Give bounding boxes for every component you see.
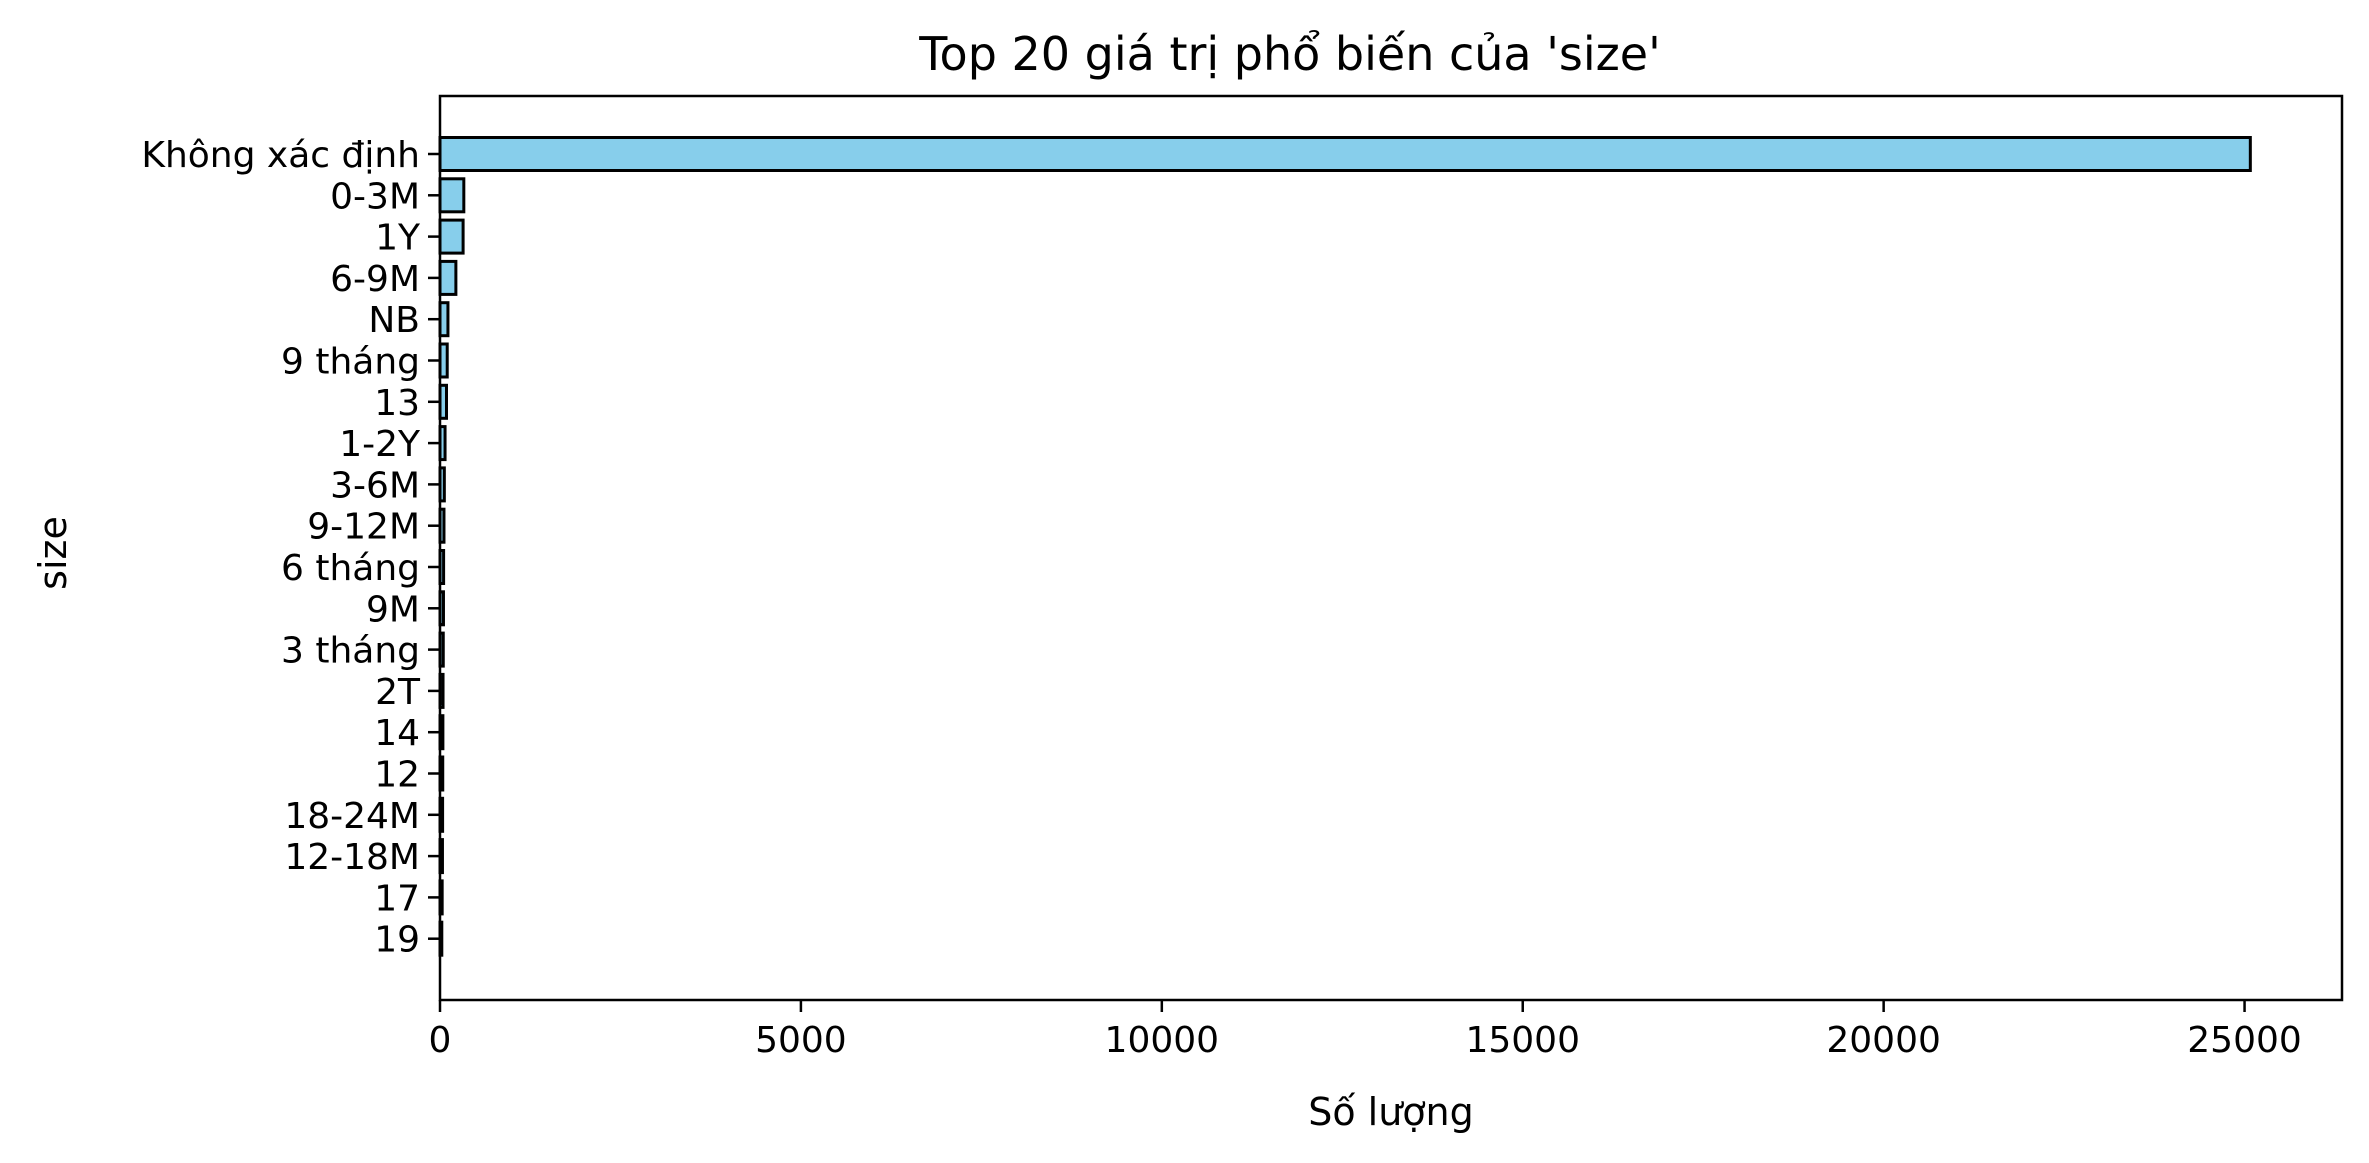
y-tick-label: 9M bbox=[366, 589, 420, 630]
y-tick-label: 12-18M bbox=[284, 837, 420, 878]
y-tick-label: 14 bbox=[374, 713, 420, 754]
bar bbox=[438, 259, 458, 296]
y-tick-label: Không xác định bbox=[141, 135, 420, 176]
bars-group bbox=[438, 136, 2252, 957]
y-tick-label: 2T bbox=[375, 672, 421, 713]
y-tick-label: NB bbox=[368, 300, 420, 341]
x-tick-label: 5000 bbox=[755, 1020, 847, 1061]
y-tick-label: 6-9M bbox=[330, 259, 420, 300]
y-tick-label: 12 bbox=[374, 755, 420, 796]
x-tick-label: 20000 bbox=[1826, 1020, 1941, 1061]
y-tick-label: 18-24M bbox=[284, 796, 420, 837]
x-tick-label: 25000 bbox=[2187, 1020, 2302, 1061]
y-tick-label: 17 bbox=[374, 878, 420, 919]
y-tick-label: 0-3M bbox=[330, 176, 420, 217]
x-axis: 0 5000 10000 15000 20000 25000 bbox=[429, 1000, 2302, 1061]
y-tick-label: 9 tháng bbox=[281, 342, 420, 383]
bar bbox=[438, 218, 465, 255]
bar bbox=[438, 136, 2252, 172]
y-tick-label: 13 bbox=[374, 383, 420, 424]
x-axis-label: Số lượng bbox=[1308, 1090, 1474, 1134]
y-tick-label: 6 tháng bbox=[281, 548, 420, 589]
y-tick-label: 3-6M bbox=[330, 465, 420, 506]
plot-frame bbox=[438, 94, 2344, 1002]
x-tick-label: 15000 bbox=[1465, 1020, 1580, 1061]
y-axis-label: size bbox=[31, 516, 75, 590]
y-tick-label: 19 bbox=[374, 920, 420, 961]
y-tick-label: 9-12M bbox=[307, 507, 420, 548]
y-tick-label: 1-2Y bbox=[339, 424, 421, 465]
x-tick-label: 0 bbox=[429, 1020, 452, 1061]
x-tick-label: 10000 bbox=[1105, 1020, 1220, 1061]
bar bbox=[438, 177, 466, 214]
chart-title: Top 20 giá trị phổ biến của 'size' bbox=[918, 27, 1660, 81]
y-tick-label: 3 tháng bbox=[281, 631, 420, 672]
y-tick-label: 1Y bbox=[375, 218, 421, 259]
